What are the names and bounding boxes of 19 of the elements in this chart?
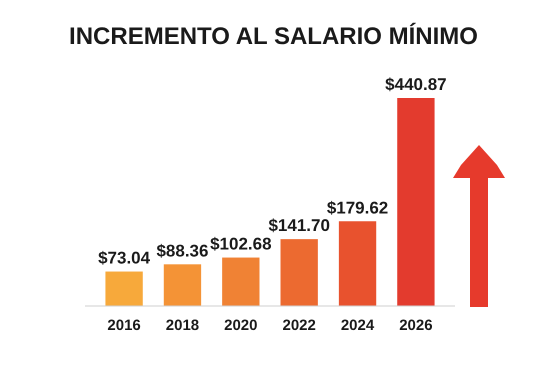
bar xyxy=(105,272,143,306)
data-label: $102.68 xyxy=(210,234,272,254)
chart-title: INCREMENTO AL SALARIO MÍNIMO xyxy=(69,22,478,50)
x-tick-label: 2020 xyxy=(224,317,258,334)
data-label: $141.70 xyxy=(268,216,330,236)
data-label: $73.04 xyxy=(98,248,151,268)
x-tick-label: 2026 xyxy=(399,317,433,334)
data-label: $440.87 xyxy=(385,75,447,94)
bar xyxy=(164,264,202,306)
x-tick-label: 2016 xyxy=(107,317,141,334)
data-label: $88.36 xyxy=(156,241,208,260)
x-tick-label: 2022 xyxy=(282,317,316,334)
bar xyxy=(397,98,435,306)
bar xyxy=(338,221,376,306)
bar xyxy=(280,239,318,306)
bar xyxy=(222,258,260,306)
data-label: $179.62 xyxy=(326,198,388,218)
x-tick-label: 2018 xyxy=(166,317,200,334)
x-tick-label: 2024 xyxy=(340,317,375,334)
